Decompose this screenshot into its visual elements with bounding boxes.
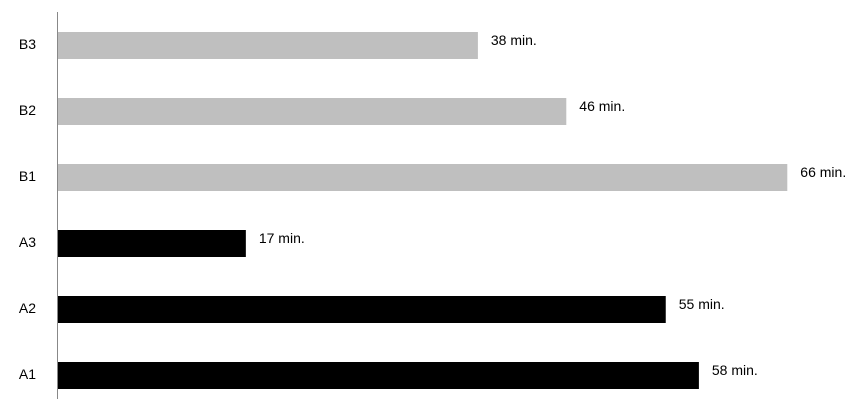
bar-a2 (58, 296, 666, 323)
bar-b2 (58, 98, 567, 125)
bar-a3 (58, 230, 246, 257)
category-label-a2: A2 (19, 300, 36, 316)
value-label-b1: 66 min. (800, 164, 846, 180)
bar-b3 (58, 32, 478, 59)
category-label-b2: B2 (19, 102, 36, 118)
category-label-b3: B3 (19, 36, 36, 52)
bar-a1 (58, 362, 699, 389)
category-label-a1: A1 (19, 366, 36, 382)
value-label-a1: 58 min. (712, 362, 758, 378)
category-label-b1: B1 (19, 168, 36, 184)
bar-b1 (58, 164, 788, 191)
labels-group: B3 38 min. B2 46 min. B1 66 min. A3 17 min. A2 55… (19, 32, 846, 382)
value-label-b3: 38 min. (491, 32, 537, 48)
value-label-a3: 17 min. (259, 230, 305, 246)
bars-group (58, 32, 788, 389)
category-label-a3: A3 (19, 234, 36, 250)
value-label-b2: 46 min. (579, 98, 625, 114)
value-label-a2: 55 min. (679, 296, 725, 312)
